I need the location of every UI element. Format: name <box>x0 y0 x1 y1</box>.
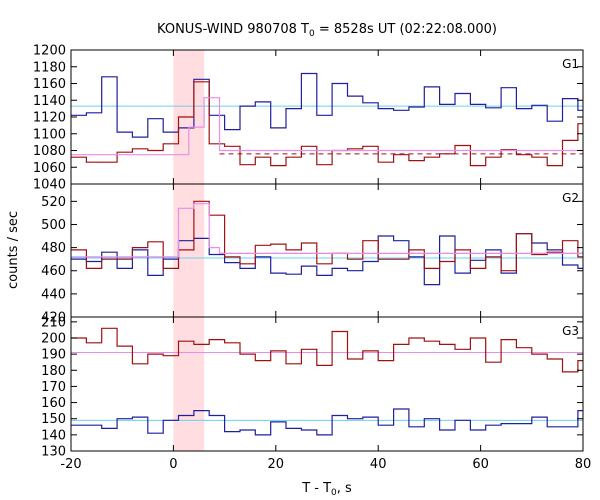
y-tick-label-g2-460: 460 <box>41 264 66 279</box>
y-tick-label-g2-480: 480 <box>41 241 66 256</box>
step-series-g2-pink_line <box>71 203 583 258</box>
x-tick-label--20: -20 <box>60 457 81 472</box>
step-series-g1-pink_line <box>71 97 583 156</box>
x-axis-title-rest: , s <box>337 481 352 496</box>
y-tick-label-g1-1080: 1080 <box>33 144 66 159</box>
figure-title: KONUS-WIND 980708 T0 = 8528s UT (02:22:0… <box>157 22 497 39</box>
step-series-g3-blue_series <box>71 408 583 436</box>
x-tick-label-80: 80 <box>575 457 592 472</box>
y-tick-label-g3-180: 180 <box>41 364 66 379</box>
y-tick-label-g1-1040: 1040 <box>33 178 66 193</box>
x-axis-title: T - T0, s <box>301 481 352 498</box>
x-tick-label-60: 60 <box>472 457 489 472</box>
y-tick-label-g2-420: 420 <box>41 311 66 326</box>
figure-title-main: KONUS-WIND 980708 T <box>157 22 309 37</box>
y-tick-label-g1-1140: 1140 <box>33 94 66 109</box>
panel-label-g2: G2 <box>562 191 579 205</box>
y-tick-label-g3-210: 210 <box>41 315 66 330</box>
y-tick-label-g1-1120: 1120 <box>33 111 66 126</box>
y-tick-label-g3-130: 130 <box>41 445 66 460</box>
y-tick-label-g2-500: 500 <box>41 218 66 233</box>
panels-layer: 104010601080110011201140116011801200G142… <box>33 44 591 473</box>
x-tick-label-20: 20 <box>268 457 285 472</box>
figure-title-rest: = 8528s UT (02:22:08.000) <box>315 22 497 37</box>
panel-label-g3: G3 <box>562 324 579 338</box>
x-tick-label-40: 40 <box>370 457 387 472</box>
y-tick-label-g2-520: 520 <box>41 195 66 210</box>
panel-frame-g3 <box>70 316 584 452</box>
y-tick-label-g1-1180: 1180 <box>33 60 66 75</box>
y-tick-label-g1-1160: 1160 <box>33 77 66 92</box>
y-tick-label-g3-190: 190 <box>41 348 66 363</box>
y-tick-label-g1-1060: 1060 <box>33 161 66 176</box>
x-tick-label-0: 0 <box>169 457 177 472</box>
y-tick-label-g1-1100: 1100 <box>33 127 66 142</box>
y-axis-title: counts / sec <box>6 211 21 289</box>
y-tick-label-g3-200: 200 <box>41 331 66 346</box>
y-tick-label-g2-440: 440 <box>41 287 66 302</box>
panel-frame-g1 <box>70 49 584 185</box>
x-axis-title-main: T - T <box>301 481 331 496</box>
step-series-g2-red_series <box>71 200 583 272</box>
step-series-g3-red_series <box>71 327 583 373</box>
y-tick-label-g3-160: 160 <box>41 396 66 411</box>
y-tick-label-g3-140: 140 <box>41 428 66 443</box>
highlight-band-g3 <box>173 317 205 451</box>
x-axis-title-subscript: 0 <box>331 488 337 498</box>
y-tick-label-g3-170: 170 <box>41 380 66 395</box>
step-series-g1-blue_series <box>71 72 583 138</box>
figure-title-subscript: 0 <box>309 29 315 39</box>
y-tick-label-g1-1200: 1200 <box>33 44 66 59</box>
y-tick-label-g3-150: 150 <box>41 412 66 427</box>
panel-g2: 420 440 460 480 500 520 G2 <box>41 183 584 326</box>
panel-label-g1: G1 <box>562 57 579 71</box>
